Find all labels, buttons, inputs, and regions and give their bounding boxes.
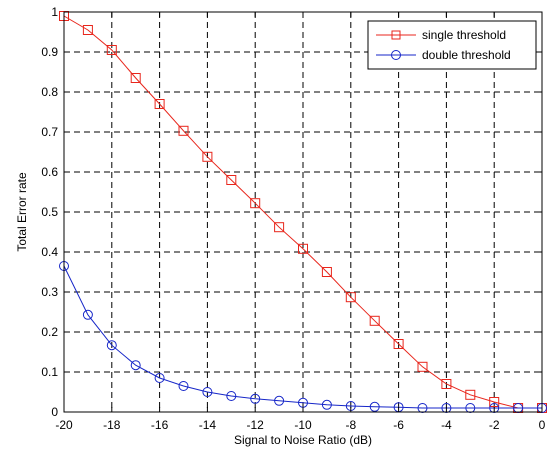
- y-tick-label: 0.2: [41, 325, 58, 339]
- data-point-circle: [274, 395, 285, 406]
- data-point-square: [250, 198, 261, 209]
- y-tick-label: 0.7: [41, 125, 58, 139]
- x-tick-label: -16: [151, 418, 169, 432]
- data-point-circle: [369, 401, 380, 412]
- x-tick-label: -12: [247, 418, 265, 432]
- data-point-square: [178, 125, 189, 136]
- data-point-square: [130, 73, 141, 83]
- data-point-square: [154, 99, 165, 109]
- y-tick-label: 0.4: [41, 245, 58, 259]
- legend: single threshold double threshold: [367, 20, 537, 70]
- data-point-circle: [202, 387, 213, 397]
- y-tick-label: 0.1: [41, 365, 58, 379]
- data-point-circle: [321, 399, 332, 410]
- legend-circle-marker: [391, 50, 401, 60]
- data-point-square: [345, 292, 356, 303]
- data-point-square: [393, 339, 404, 349]
- data-point-circle: [178, 381, 189, 391]
- y-tick-label: 0.8: [41, 85, 58, 99]
- x-tick-label: -20: [55, 418, 73, 432]
- x-tick-label: -10: [294, 418, 312, 432]
- legend-square-marker: [391, 30, 401, 40]
- data-point-square: [417, 361, 428, 372]
- data-point-square: [274, 222, 285, 233]
- legend-label-single-threshold: single threshold: [422, 28, 506, 42]
- y-tick-label: 0.9: [41, 45, 58, 59]
- data-point-square: [441, 379, 452, 389]
- data-point-square: [369, 315, 380, 326]
- data-point-square: [226, 175, 237, 185]
- data-point-square: [321, 267, 332, 277]
- y-tick-label: 0: [51, 405, 58, 419]
- axis-ticks: [63, 11, 543, 413]
- data-point-circle: [130, 360, 141, 371]
- data-point-square: [298, 243, 308, 254]
- data-point-square: [82, 25, 93, 35]
- y-tick-label: 0.3: [41, 285, 58, 299]
- data-point-circle: [226, 391, 237, 401]
- y-axis-label: Total Error rate: [15, 172, 29, 252]
- series-double-threshold: [59, 261, 547, 413]
- data-point-circle: [106, 340, 117, 351]
- data-point-square: [489, 397, 500, 407]
- x-tick-label: -2: [489, 418, 500, 432]
- x-tick-label: -6: [393, 418, 404, 432]
- x-tick-labels: -20 -18 -16 -14 -12 -10 -8 -6 -4 -2 0: [55, 418, 545, 432]
- data-point-square: [202, 151, 213, 162]
- series-line-single-threshold: [63, 15, 542, 409]
- data-point-circle: [154, 373, 165, 383]
- x-tick-label: 0: [539, 418, 546, 432]
- x-axis-label: Signal to Noise Ratio (dB): [234, 433, 372, 447]
- data-point-circle: [250, 393, 261, 404]
- y-tick-labels: 0 0.1 0.2 0.3 0.4 0.5 0.6 0.7 0.8 0.9 1: [41, 5, 58, 419]
- series-line-double-threshold: [63, 265, 542, 409]
- data-point-circle: [82, 309, 93, 320]
- x-tick-label: -4: [441, 418, 452, 432]
- y-tick-label: 0.5: [41, 205, 58, 219]
- x-tick-label: -8: [345, 418, 356, 432]
- legend-label-double-threshold: double threshold: [422, 48, 511, 62]
- data-point-square: [465, 389, 476, 400]
- data-point-square: [106, 45, 117, 55]
- x-tick-label: -18: [103, 418, 121, 432]
- x-tick-label: -14: [199, 418, 217, 432]
- y-tick-label: 1: [51, 5, 58, 19]
- legend-box: [367, 20, 537, 70]
- y-tick-label: 0.6: [41, 165, 58, 179]
